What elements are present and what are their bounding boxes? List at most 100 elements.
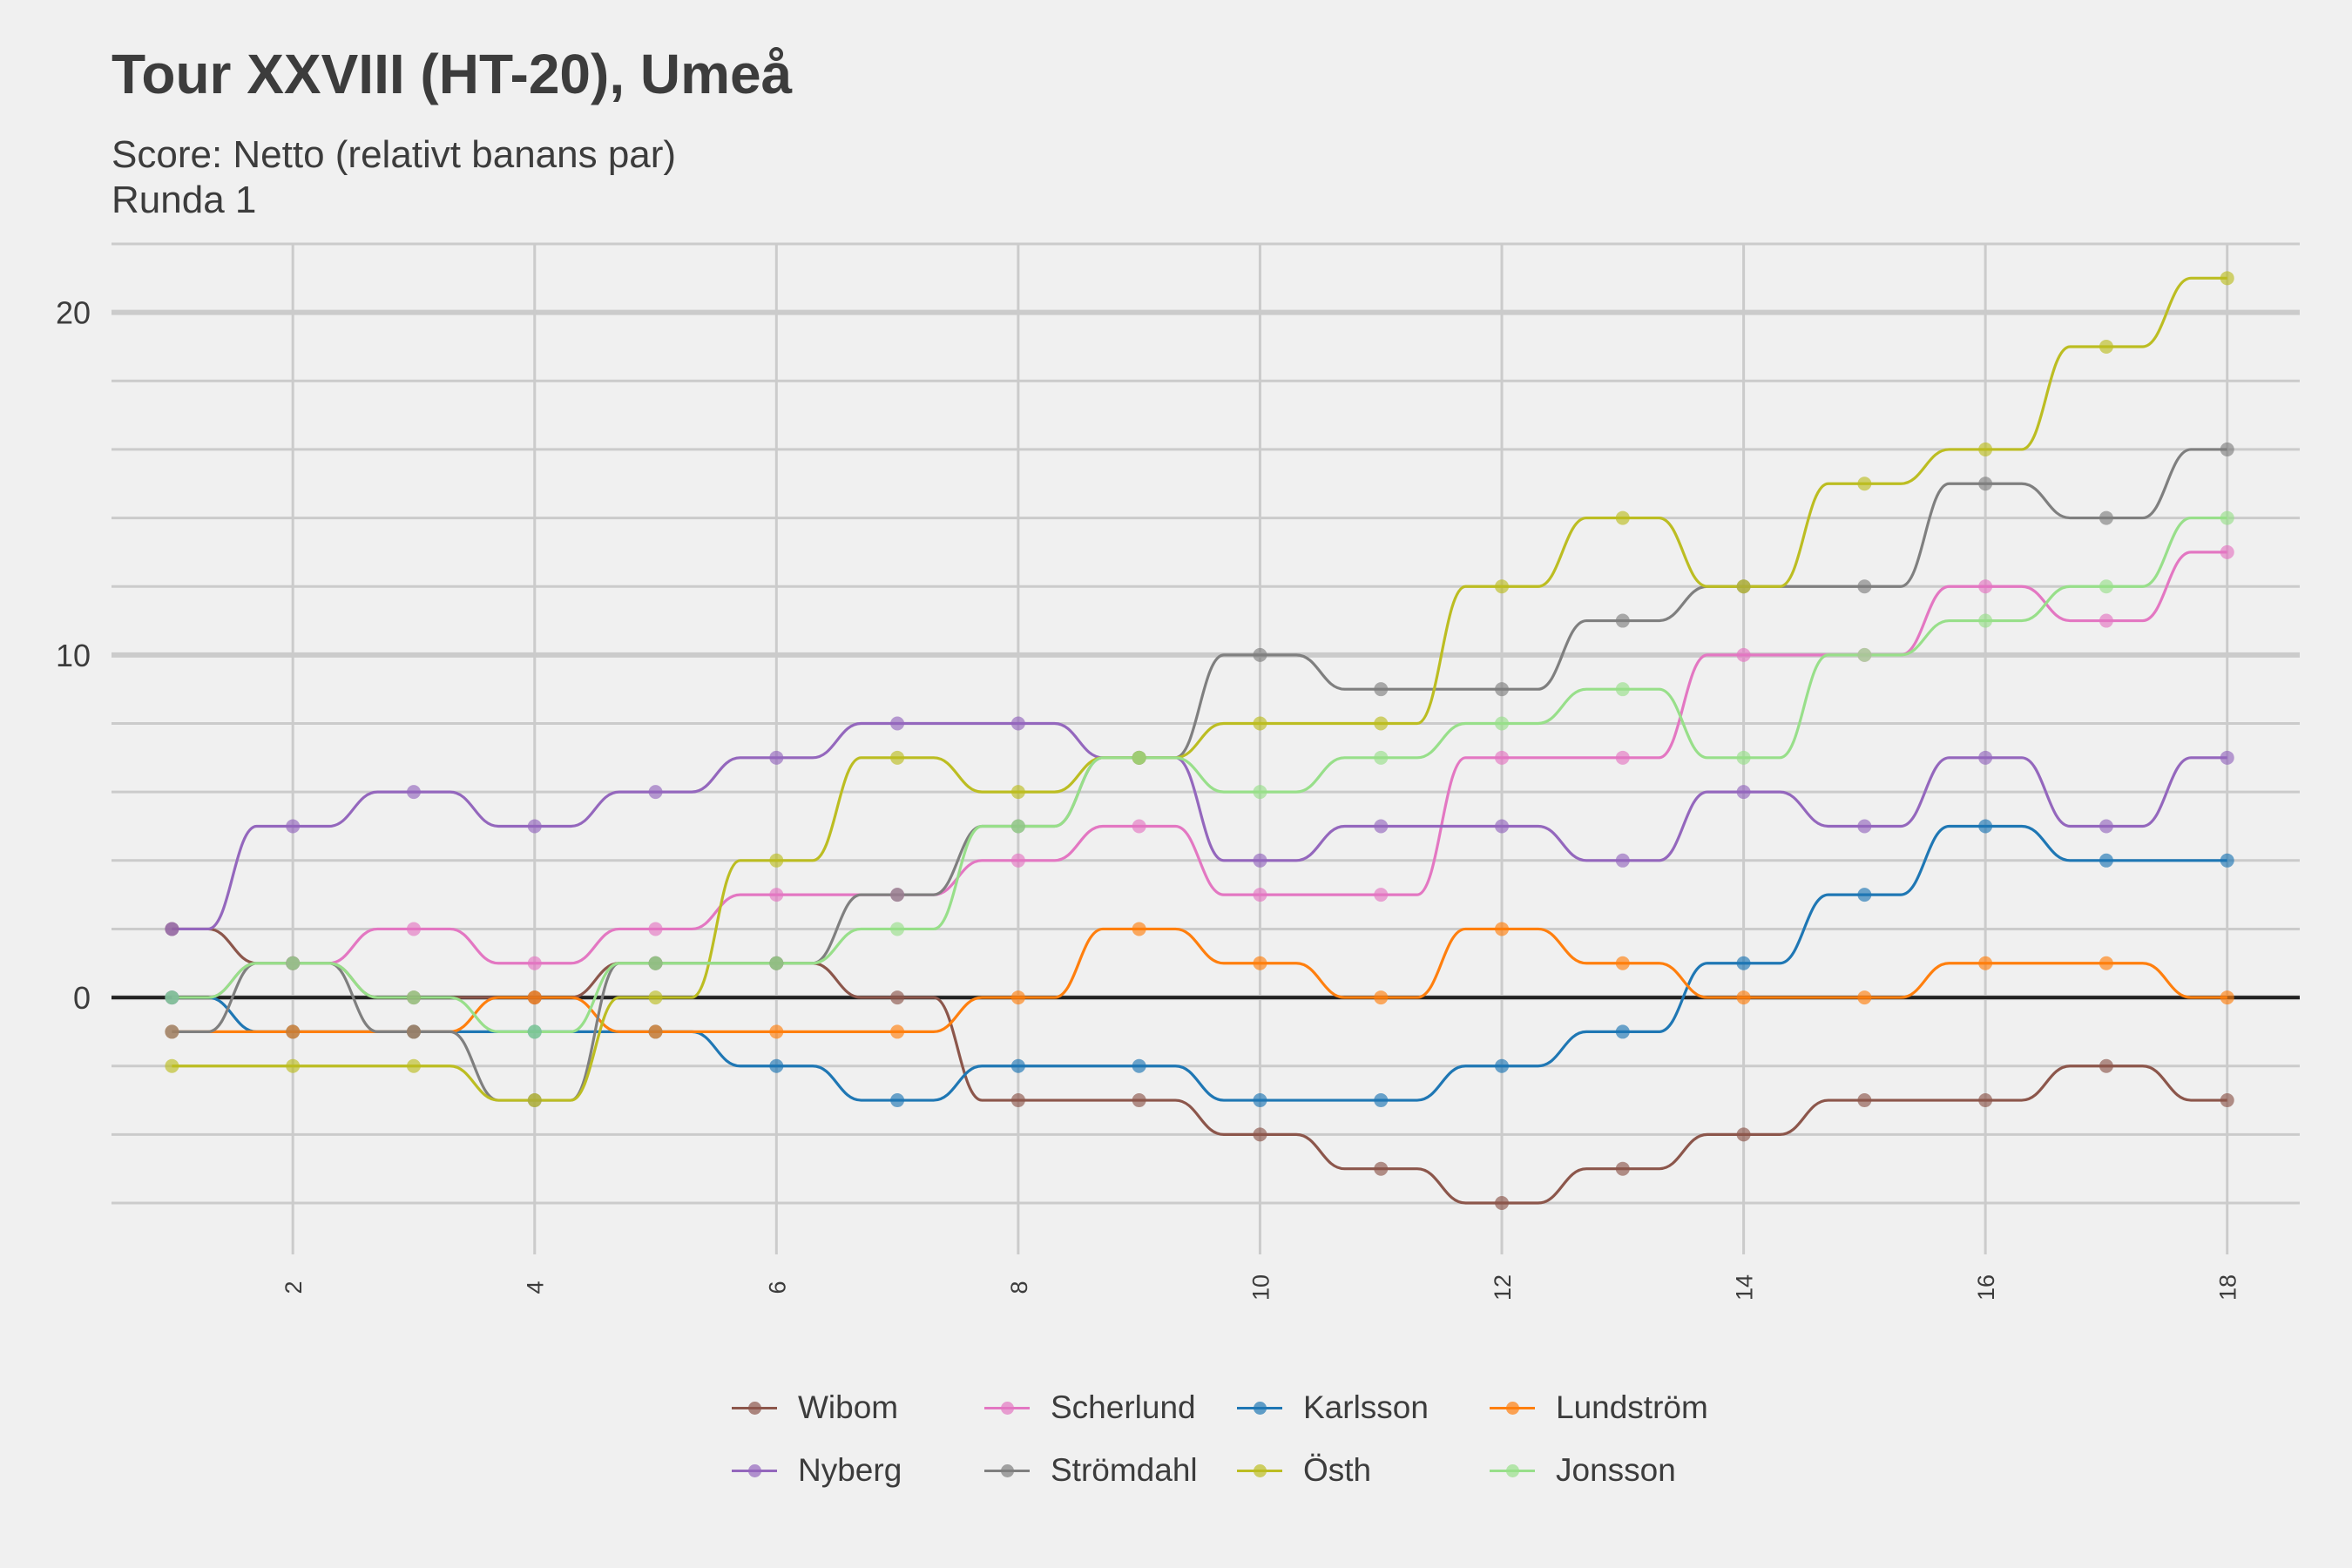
series-line-jonsson (172, 516, 2227, 1034)
point-scherlund (769, 888, 784, 902)
legend-item-lundström: Lundström (1490, 1389, 1742, 1426)
point-östh (648, 990, 663, 1005)
point-jonsson (1253, 785, 1267, 800)
point-lundström (1374, 990, 1389, 1005)
point-nyberg (1736, 785, 1751, 800)
point-östh (527, 1093, 542, 1108)
legend-item-strömdahl: Strömdahl (984, 1452, 1237, 1489)
series-line-karlsson (172, 824, 2227, 1102)
point-karlsson (1132, 1058, 1146, 1073)
point-strömdahl (1374, 682, 1389, 697)
point-scherlund (1374, 888, 1389, 902)
point-wibom (1615, 1161, 1630, 1176)
legend-item-wibom: Wibom (732, 1389, 984, 1426)
point-scherlund (1253, 888, 1267, 902)
legend-item-karlsson: Karlsson (1237, 1389, 1490, 1426)
point-nyberg (2220, 750, 2234, 765)
legend-label: Nyberg (798, 1452, 902, 1488)
x-tick-label: 16 (1973, 1274, 1999, 1301)
point-wibom (1857, 1093, 1872, 1108)
x-tick-label: 18 (2215, 1274, 2241, 1301)
point-nyberg (1495, 819, 1510, 834)
point-nyberg (1978, 750, 1993, 765)
legend-swatch (1237, 1390, 1282, 1425)
point-jonsson (769, 956, 784, 970)
legend-row: Wibom Scherlund Karlsson Lundström (732, 1376, 1742, 1439)
point-lundström (769, 1024, 784, 1039)
point-östh (1736, 579, 1751, 594)
point-strömdahl (406, 1024, 421, 1039)
point-nyberg (1253, 853, 1267, 868)
point-nyberg (286, 819, 301, 834)
point-wibom (1253, 1127, 1267, 1142)
legend-swatch (984, 1453, 1030, 1488)
legend-label: Jonsson (1556, 1452, 1676, 1488)
point-jonsson (1978, 613, 1993, 628)
x-tick-label: 12 (1490, 1274, 1516, 1301)
point-nyberg (165, 922, 179, 936)
point-jonsson (648, 956, 663, 970)
point-wibom (2099, 1058, 2113, 1073)
point-jonsson (1495, 716, 1510, 731)
point-lundström (1253, 956, 1267, 970)
subtitle-line-1: Score: Netto (relativt banans par) (112, 133, 677, 176)
x-tick-label: 14 (1732, 1274, 1758, 1301)
x-tick-label: 2 (280, 1281, 307, 1294)
point-nyberg (2099, 819, 2113, 834)
legend-label: Wibom (798, 1389, 899, 1425)
point-strömdahl (2220, 442, 2234, 456)
point-nyberg (648, 785, 663, 800)
x-tick-label: 6 (764, 1281, 790, 1294)
point-strömdahl (165, 1024, 179, 1039)
legend-label: Karlsson (1303, 1389, 1429, 1425)
series-lines (172, 276, 2227, 1205)
point-lundström (648, 1024, 663, 1039)
point-östh (1857, 476, 1872, 491)
point-jonsson (165, 990, 179, 1005)
series-line-östh (172, 276, 2227, 1102)
series-line-nyberg (172, 721, 2227, 931)
legend-swatch (1490, 1390, 1535, 1425)
point-wibom (1736, 1127, 1751, 1142)
point-östh (1010, 785, 1025, 800)
subtitle-line-2: Runda 1 (112, 179, 257, 221)
point-strömdahl (1615, 613, 1630, 628)
point-scherlund (527, 956, 542, 970)
legend-swatch (732, 1453, 777, 1488)
point-karlsson (1495, 1058, 1510, 1073)
point-strömdahl (1978, 476, 1993, 491)
point-östh (769, 853, 784, 868)
chart-title: Tour XXVIII (HT-20), Umeå (112, 43, 793, 105)
point-strömdahl (890, 888, 905, 902)
point-nyberg (1615, 853, 1630, 868)
point-karlsson (890, 1093, 905, 1108)
series-points (165, 271, 2234, 1211)
point-lundström (2220, 990, 2234, 1005)
legend-label: Lundström (1556, 1389, 1708, 1425)
point-lundström (527, 990, 542, 1005)
point-östh (286, 1058, 301, 1073)
point-karlsson (1857, 888, 1872, 902)
y-tick-label: 10 (56, 638, 91, 673)
point-jonsson (406, 990, 421, 1005)
point-nyberg (1857, 819, 1872, 834)
point-wibom (1495, 1196, 1510, 1211)
point-jonsson (527, 1024, 542, 1039)
point-jonsson (2220, 510, 2234, 525)
chart-subtitle: Score: Netto (relativt banans par) Runda… (112, 132, 676, 223)
point-lundström (1615, 956, 1630, 970)
legend-label: Scherlund (1051, 1389, 1196, 1425)
x-tick-label: 10 (1247, 1274, 1274, 1301)
legend-item-nyberg: Nyberg (732, 1452, 984, 1489)
point-östh (890, 750, 905, 765)
point-östh (2220, 271, 2234, 286)
point-jonsson (890, 922, 905, 936)
point-scherlund (1132, 819, 1146, 834)
point-lundström (890, 1024, 905, 1039)
point-lundström (1978, 956, 1993, 970)
point-scherlund (1615, 750, 1630, 765)
legend-label: Strömdahl (1051, 1452, 1198, 1488)
point-karlsson (1978, 819, 1993, 834)
point-scherlund (1010, 853, 1025, 868)
point-lundström (1010, 990, 1025, 1005)
